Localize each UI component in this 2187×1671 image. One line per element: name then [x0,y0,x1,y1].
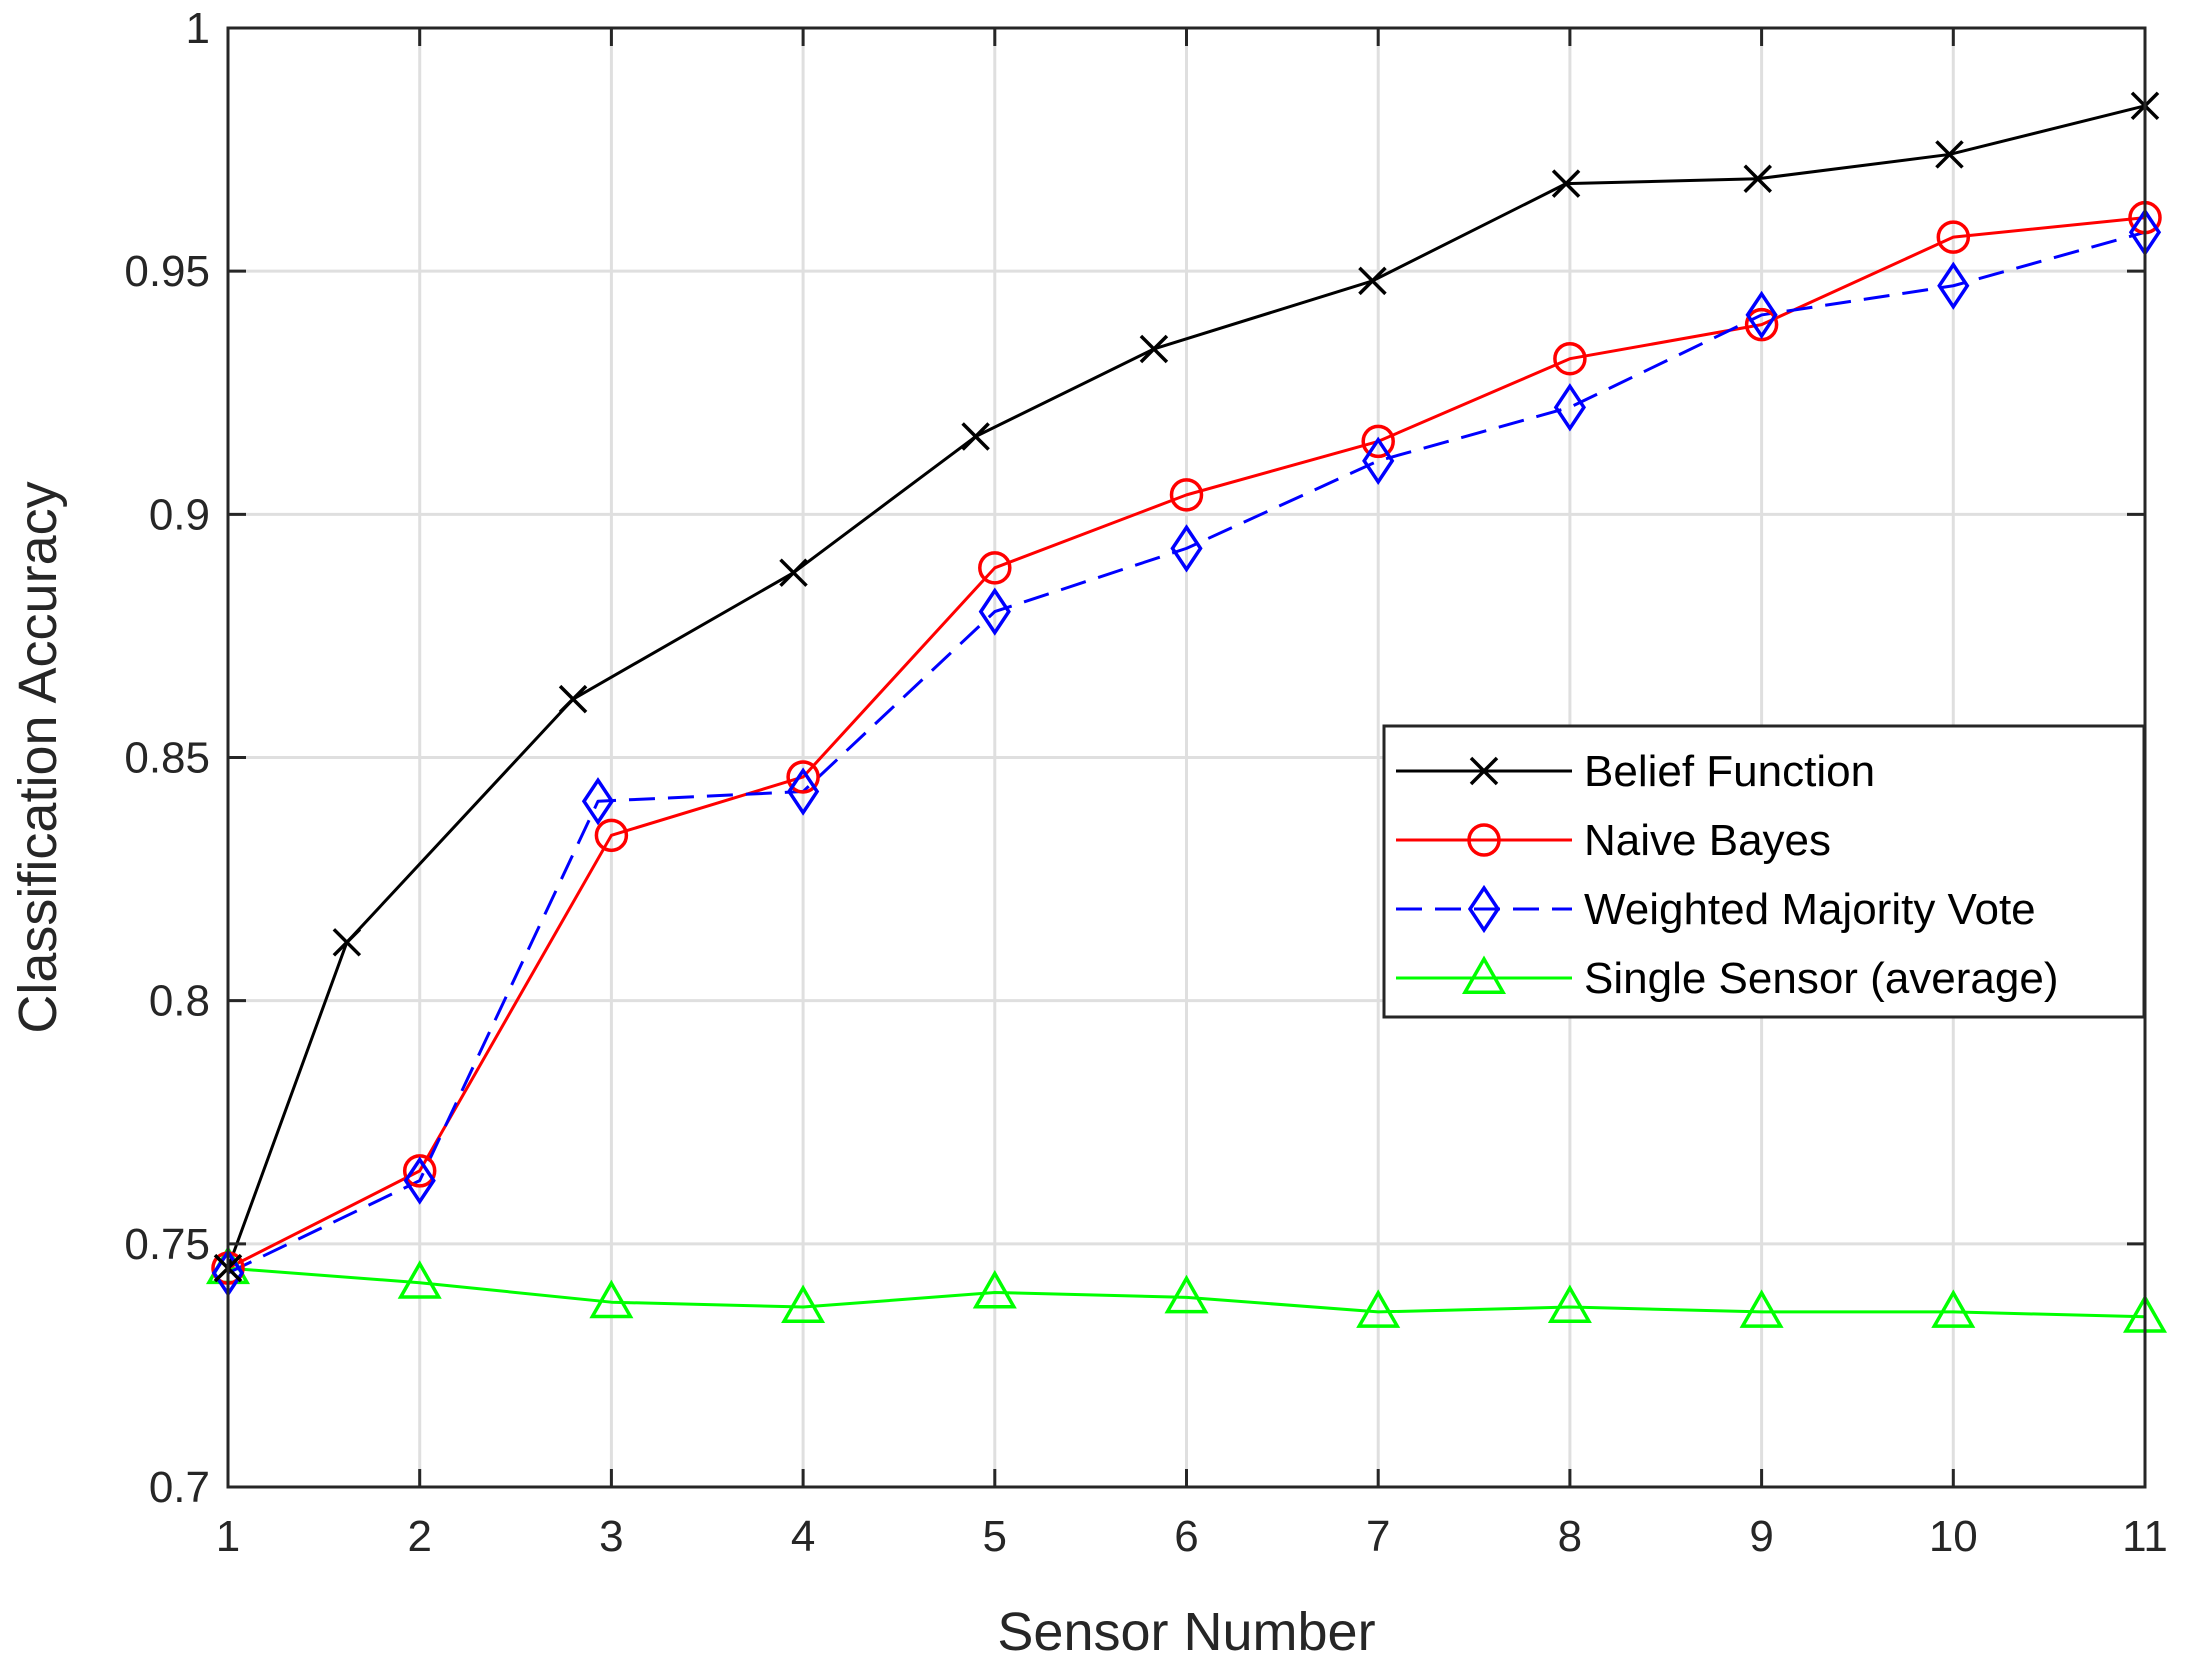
y-tick-label: 0.8 [149,977,210,1026]
circle-marker [1169,478,1204,512]
diamond-marker [1362,436,1395,485]
triangle-marker [1461,955,1507,994]
legend-label: Single Sensor (average) [1584,954,2058,1003]
triangle-marker [1547,1284,1592,1324]
triangle-marker [1739,1289,1784,1328]
diamond-marker [1745,290,1778,340]
y-tick-labels: 0.7 0.75 0.8 0.85 0.9 0.95 1 [124,4,210,1512]
x-marker-stroke [779,558,808,587]
x-tick-label: 6 [1174,1512,1198,1561]
x-tick-label: 10 [1929,1512,1978,1561]
x-tick-label: 11 [2122,1512,2168,1561]
circle-marker [1744,307,1779,342]
y-tick-label: 1 [186,4,210,53]
y-tick-label: 0.85 [124,734,210,783]
diamond-marker [581,777,615,826]
x-marker [1935,140,1964,169]
legend-item-naive-bayes: Naive Bayes [1396,816,1831,865]
series-points-belief-function [213,91,2160,1283]
diamond-marker [1170,524,1203,573]
circle-marker [402,1154,437,1188]
series-points-single-sensor-average [205,1245,2168,1333]
legend-label: Naive Bayes [1584,816,1831,865]
x-marker [1551,169,1581,198]
x-tick-label: 2 [407,1512,431,1561]
x-tick-label: 7 [1366,1512,1390,1561]
x-marker-stroke [961,422,990,451]
legend-label: Weighted Majority Vote [1584,885,2036,934]
legend-box [1382,724,2146,1019]
circle-marker [786,760,820,794]
x-marker-stroke [1139,334,1169,364]
circle-marker [1553,341,1587,376]
x-tick-label: 4 [791,1512,815,1561]
triangle-marker [589,1279,634,1319]
y-tick-label: 0.9 [149,490,210,539]
x-tick-label: 9 [1749,1512,1773,1561]
legend-item-weighted-majority-vote: Weighted Majority Vote [1396,884,2036,934]
circle-marker [1361,424,1395,459]
x-tick-label: 1 [216,1512,240,1561]
y-tick-label: 0.7 [149,1463,210,1512]
axis-ticks [226,26,2147,1489]
triangle-marker [781,1284,826,1324]
triangle-marker [397,1260,442,1299]
circle-marker [978,551,1012,585]
x-marker [1469,756,1499,786]
legend-label: Belief Function [1584,747,1875,796]
x-marker-stroke [1358,266,1387,296]
y-axis-label: Classification Accuracy [8,481,68,1033]
x-axis-label: Sensor Number [997,1602,1375,1662]
diamond-marker [1467,884,1501,934]
triangle-marker [972,1269,1017,1309]
triangle-marker [1356,1289,1401,1328]
diamond-marker [786,767,820,816]
x-tick-label: 3 [599,1512,623,1561]
circle-marker [1936,220,1971,254]
legend: Belief Function Naive Bayes Weighted Major… [1382,724,2146,1019]
x-marker-stroke [1469,756,1499,786]
legend-item-belief-function: Belief Function [1396,747,1875,796]
x-marker-stroke [1551,169,1581,198]
series-line-naive-bayes [227,216,2146,1270]
circle-marker [1467,823,1501,857]
series-line-single-sensor-average [227,1266,2146,1319]
diamond-marker [1937,261,1970,310]
x-marker [1743,164,1773,194]
x-marker [779,558,808,587]
x-tick-label: 5 [983,1512,1007,1561]
x-marker-stroke [332,928,362,957]
x-marker-stroke [1743,164,1773,194]
triangle-marker [1164,1274,1209,1314]
legend-item-single-sensor-average: Single Sensor (average) [1396,954,2058,1003]
diamond-marker [403,1156,436,1205]
series-line-weighted-majority-vote [227,230,2146,1275]
triangle-marker [1931,1289,1976,1328]
x-marker [558,684,588,714]
diamond-marker [978,587,1011,636]
x-marker [961,422,990,451]
x-marker-stroke [558,684,588,714]
diamond-marker [1553,383,1587,432]
circle-marker [594,818,629,853]
x-marker [1358,266,1387,296]
x-marker-stroke [1935,140,1964,169]
x-tick-labels: 1 2 3 4 5 6 7 8 9 10 11 [216,1512,2168,1561]
y-tick-label: 0.75 [124,1220,210,1269]
x-marker [1139,334,1169,364]
y-tick-label: 0.95 [124,247,210,296]
x-marker [332,928,362,957]
x-tick-label: 8 [1558,1512,1582,1561]
